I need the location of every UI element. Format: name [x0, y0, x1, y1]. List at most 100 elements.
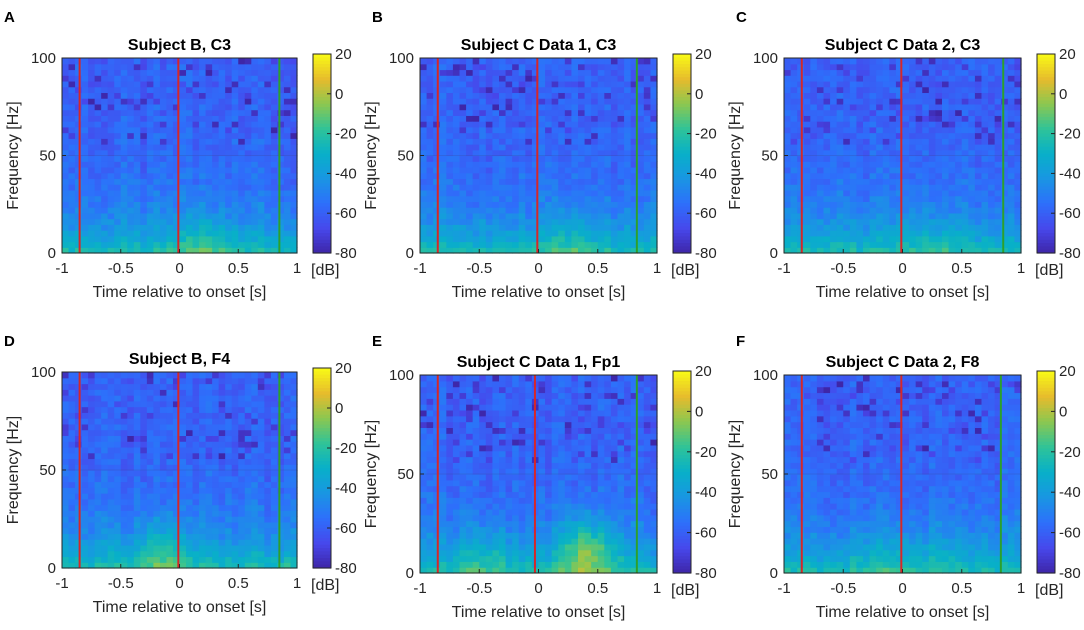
heatmap-cell: [643, 178, 652, 185]
heatmap-cell: [968, 69, 976, 76]
heatmap-cell: [146, 241, 154, 248]
heatmap-cell: [172, 155, 181, 162]
heatmap-cell: [849, 212, 858, 220]
heatmap-cell: [439, 86, 447, 94]
heatmap-cell: [564, 224, 573, 231]
heatmap-cell: [172, 109, 181, 116]
heatmap-cell: [876, 178, 884, 185]
heatmap-cell: [803, 63, 811, 71]
heatmap-cell: [578, 230, 586, 237]
heatmap-cell: [610, 109, 619, 116]
heatmap-cell: [94, 58, 102, 65]
colorbar-step: [313, 216, 331, 221]
heatmap-cell: [218, 521, 226, 529]
heatmap-cell: [238, 149, 246, 157]
colorbar-step: [313, 239, 331, 244]
heatmap-cell: [578, 241, 586, 248]
heatmap-cell: [238, 75, 246, 82]
heatmap-cell: [133, 201, 141, 208]
heatmap-cell: [153, 504, 161, 511]
heatmap-cell: [974, 138, 983, 145]
heatmap-cell: [459, 212, 467, 220]
heatmap-cell: [218, 383, 226, 390]
heatmap-cell: [205, 224, 213, 231]
heatmap-cell: [225, 115, 233, 122]
heatmap-cell: [146, 533, 154, 540]
heatmap-cell: [479, 224, 487, 231]
heatmap-cell: [637, 103, 645, 111]
heatmap-cell: [981, 178, 989, 185]
heatmap-cell: [610, 184, 619, 191]
heatmap-cell: [935, 126, 943, 134]
heatmap-cell: [830, 201, 838, 208]
heatmap-cell: [882, 92, 890, 99]
heatmap-cell: [895, 218, 904, 225]
heatmap-cell: [88, 132, 96, 139]
heatmap-cell: [974, 230, 983, 237]
heatmap-cell: [650, 201, 658, 208]
heatmap-cell: [558, 247, 566, 254]
heatmap-cell: [928, 178, 937, 185]
heatmap-cell: [166, 224, 174, 231]
heatmap-cell: [218, 235, 226, 243]
heatmap-cell: [643, 172, 652, 180]
colorbar-step: [1037, 103, 1055, 108]
heatmap-cell: [133, 516, 141, 523]
heatmap-cell: [101, 383, 109, 390]
heatmap-cell: [179, 446, 187, 454]
heatmap-cell: [935, 80, 943, 88]
heatmap-cell: [166, 241, 174, 248]
heatmap-cell: [816, 241, 825, 248]
heatmap-cell: [915, 235, 923, 243]
heatmap-cell: [420, 86, 428, 94]
heatmap-cell: [591, 241, 599, 248]
heatmap-cell: [909, 149, 917, 157]
heatmap-cell: [146, 247, 154, 254]
colorbar-step: [673, 163, 691, 168]
heatmap-cell: [499, 184, 507, 191]
heatmap-cell: [179, 132, 187, 139]
colorbar-step: [1037, 209, 1055, 214]
heatmap-cell: [244, 395, 252, 402]
heatmap-cell: [882, 98, 890, 105]
heatmap-cell: [140, 207, 148, 214]
heatmap-cell: [172, 470, 181, 477]
heatmap-cell: [146, 58, 154, 65]
heatmap-cell: [446, 189, 454, 197]
heatmap-cell: [140, 446, 148, 454]
heatmap-cell: [915, 230, 923, 237]
heatmap-cell: [571, 132, 579, 139]
heatmap-cell: [88, 69, 96, 76]
heatmap-cell: [551, 86, 559, 94]
heatmap-cell: [433, 184, 441, 191]
heatmap-cell: [624, 212, 632, 220]
heatmap-cell: [571, 75, 579, 82]
heatmap-cell: [571, 172, 579, 180]
heatmap-cell: [499, 224, 507, 231]
heatmap-cell: [107, 487, 115, 494]
heatmap-cell: [68, 126, 76, 134]
heatmap-cell: [199, 58, 207, 65]
heatmap-cell: [238, 504, 246, 511]
heatmap-cell: [231, 458, 239, 465]
heatmap-cell: [790, 126, 798, 134]
heatmap-cell: [68, 539, 76, 546]
heatmap-cell: [94, 224, 102, 231]
heatmap-cell: [283, 86, 292, 94]
heatmap-cell: [981, 195, 989, 202]
heatmap-cell: [790, 230, 798, 237]
heatmap-cell: [630, 166, 638, 174]
colorbar-step: [673, 83, 691, 88]
heatmap-cell: [238, 230, 246, 237]
heatmap-cell: [101, 521, 109, 529]
heatmap-cell: [218, 395, 226, 402]
heatmap-cell: [251, 92, 259, 99]
heatmap-cell: [218, 98, 226, 105]
heatmap-cell: [578, 178, 586, 185]
heatmap-cell: [571, 224, 579, 231]
heatmap-cell: [114, 121, 122, 128]
heatmap-cell: [895, 241, 904, 248]
heatmap-cell: [492, 58, 500, 65]
heatmap-cell: [153, 446, 161, 454]
heatmap-cell: [909, 195, 917, 202]
